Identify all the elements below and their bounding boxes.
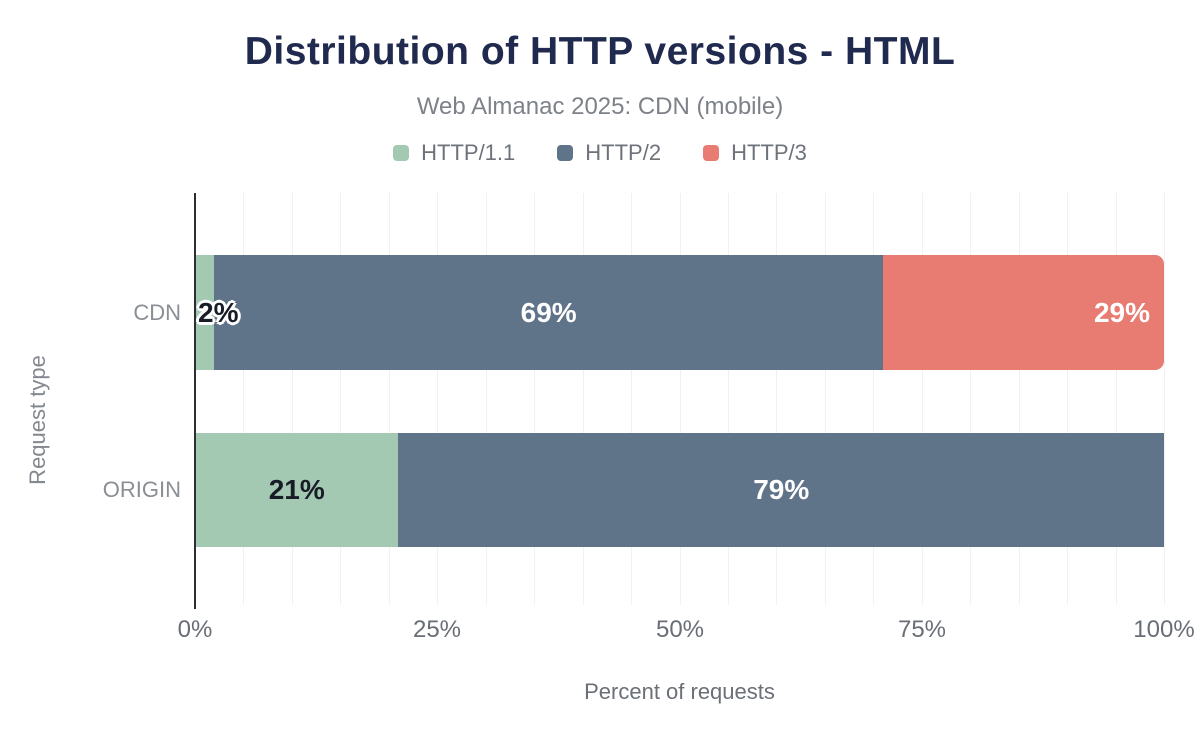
segment-http-2-cdn: 69%: [214, 255, 883, 370]
gridline: [292, 193, 293, 605]
gridline: [1067, 193, 1068, 605]
gridline: [486, 193, 487, 605]
gridline: [583, 193, 584, 605]
gridline: [534, 193, 535, 605]
x-tick-25: 25%: [412, 616, 462, 643]
legend-swatch-http-3: [703, 145, 720, 161]
legend-item-http-1-1[interactable]: HTTP/1.1: [393, 140, 515, 166]
gridline: [1019, 193, 1020, 605]
x-tick-0: 0%: [177, 616, 213, 643]
gridline: [340, 193, 341, 605]
gridline: [922, 193, 923, 605]
segment-http-1-1-cdn: 2%: [195, 255, 238, 370]
gridline: [243, 193, 244, 605]
value-label-http-2-cdn: 69%: [520, 296, 577, 328]
gridline: [1164, 193, 1165, 605]
legend-label: HTTP/1.1: [421, 140, 516, 165]
legend-item-http-2[interactable]: HTTP/2: [557, 140, 661, 166]
chart-title: Distribution of HTTP versions - HTML: [244, 30, 956, 73]
x-tick-75: 75%: [897, 616, 947, 643]
bar-row-origin: 21% 79%: [195, 433, 1164, 547]
value-label-http-1-1-origin: 21%: [268, 474, 325, 505]
x-tick-100: 100%: [1133, 616, 1195, 643]
legend-swatch-http-2: [557, 145, 574, 161]
gridline: [776, 193, 777, 605]
plot-area: 2% 69% 29% 21% 79%: [195, 193, 1165, 605]
category-label-origin: ORIGIN: [102, 477, 181, 502]
x-tick-50: 50%: [655, 616, 705, 643]
gridline: [728, 193, 729, 605]
legend-label: HTTP/2: [585, 140, 662, 165]
value-label-http-1-1-cdn: 2%: [198, 296, 239, 328]
legend-label: HTTP/3: [731, 140, 807, 165]
y-axis-title: Request type: [25, 355, 50, 485]
y-axis-line: [194, 193, 196, 609]
gridline: [437, 193, 438, 605]
segment-http-1-1-origin: 21%: [195, 433, 399, 547]
bar-row-cdn: 2% 69% 29%: [195, 255, 1164, 370]
value-label-http-2-origin: 79%: [753, 474, 810, 505]
segment-http-2-origin: 79%: [398, 433, 1164, 547]
gridline: [680, 193, 681, 605]
legend-swatch-http-1-1: [393, 145, 410, 161]
segment-http-3-cdn: 29%: [882, 255, 1164, 370]
legend-item-http-3[interactable]: HTTP/3: [703, 140, 807, 166]
gridline: [825, 193, 826, 605]
gridline: [1116, 193, 1117, 605]
category-label-cdn: CDN: [133, 299, 181, 325]
x-axis-title: Percent of requests: [584, 679, 775, 704]
value-label-http-3-cdn: 29%: [1093, 296, 1150, 328]
chart-subtitle: Web Almanac 2025: CDN (mobile): [416, 93, 784, 120]
gridline: [970, 193, 971, 605]
gridline: [389, 193, 390, 605]
gridline: [631, 193, 632, 605]
gridline: [873, 193, 874, 605]
legend: HTTP/1.1 HTTP/2 HTTP/3: [0, 140, 1200, 166]
